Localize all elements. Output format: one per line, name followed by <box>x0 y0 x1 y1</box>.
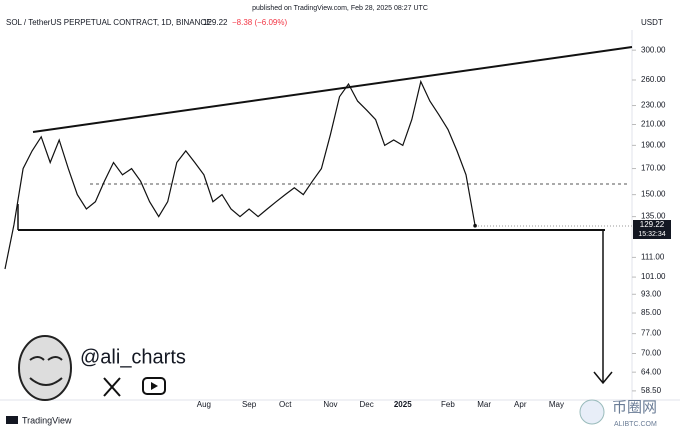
y-tick-label: 111.00 <box>641 253 665 262</box>
y-tick-label: 135.00 <box>641 212 666 221</box>
y-tick-label: 260.00 <box>641 75 666 84</box>
x-tick-label: Nov <box>323 400 337 409</box>
x-tick-label: Aug <box>197 400 211 409</box>
y-tick-label: 300.00 <box>641 45 666 54</box>
last-point <box>473 223 477 228</box>
x-tick-label: 2025 <box>394 400 412 409</box>
watermark-url: ALIBTC.COM <box>614 421 657 428</box>
x-tick-label: Oct <box>279 400 292 409</box>
target-arrow-head <box>593 371 613 385</box>
x-tick-label: Apr <box>514 400 527 409</box>
price-tag <box>633 220 671 239</box>
y-tick-label: 150.00 <box>641 190 666 199</box>
x-tick-label: Feb <box>441 400 455 409</box>
x-tick-label: Mar <box>477 400 491 409</box>
y-tick-label: 58.50 <box>641 386 662 395</box>
watermark-icon <box>579 399 605 425</box>
y-tick-label: 210.00 <box>641 120 666 129</box>
y-tick-label: 101.00 <box>641 272 666 281</box>
price-line <box>4 79 476 270</box>
handle: @ali_charts <box>80 346 186 368</box>
x-tick-label: May <box>549 400 564 409</box>
logo-mark <box>6 416 18 424</box>
y-tick-label: 190.00 <box>641 140 666 149</box>
published-note: published on TradingView.com, Feb 28, 20… <box>252 5 428 12</box>
watermark: 币圈网 <box>612 399 657 416</box>
price-change: −8.38 (−6.09%) <box>232 18 287 27</box>
avatar <box>18 335 72 401</box>
y-tick-label: 85.00 <box>641 308 662 317</box>
y-tick-label: 93.00 <box>641 289 662 298</box>
y-tick-label: 77.00 <box>641 329 662 338</box>
last-price: 129.22 <box>203 18 228 27</box>
logo-text: TradingView <box>22 415 72 425</box>
x-tick-label: Sep <box>242 400 257 409</box>
symbol-title: SOL / TetherUS PERPETUAL CONTRACT, 1D, B… <box>6 18 212 27</box>
youtube-play <box>151 382 158 390</box>
countdown: 15:32:34 <box>638 231 665 238</box>
y-tick-label: 170.00 <box>641 164 666 173</box>
y-tick-label: 64.00 <box>641 367 662 376</box>
currency: USDT <box>641 18 663 27</box>
trend-line <box>32 46 633 133</box>
price-tag-value: 129.22 <box>640 220 665 229</box>
x-icon <box>103 377 121 397</box>
y-tick-label: 70.00 <box>641 349 662 358</box>
x-tick-label: Dec <box>359 400 373 409</box>
youtube-icon <box>142 377 166 395</box>
y-tick-label: 230.00 <box>641 101 666 110</box>
